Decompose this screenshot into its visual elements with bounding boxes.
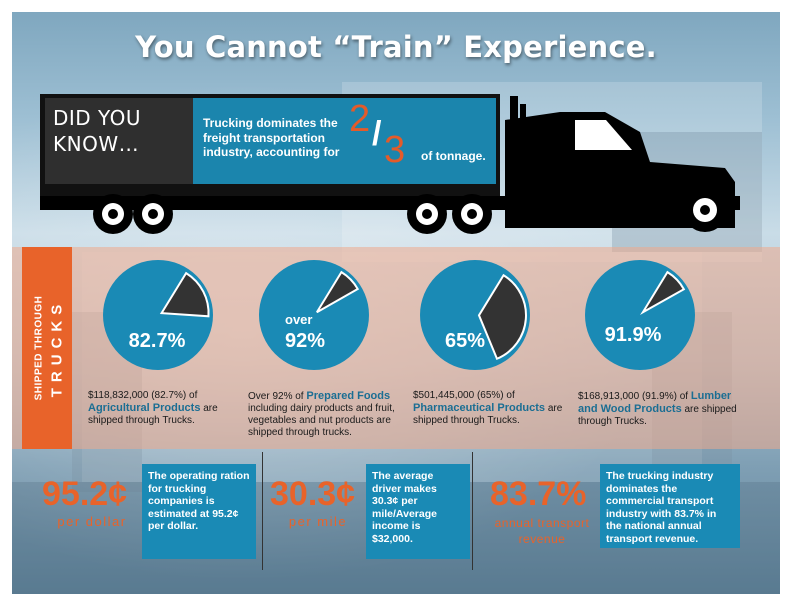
pie-1-caption-highlight: Agricultural Products	[88, 402, 201, 414]
pie-1-remainder-slice	[159, 271, 210, 318]
stat-3-box: The trucking industry dominates the comm…	[600, 464, 740, 548]
did-you-know-line2: KNOW…	[53, 132, 140, 156]
stats-divider-1	[262, 452, 263, 570]
pie-4-remainder-slice	[640, 270, 686, 315]
pie-3-caption: $501,445,000 (65%) of Pharmaceutical Pro…	[413, 390, 563, 427]
did-you-know-heading: DID YOU KNOW…	[53, 105, 163, 157]
pie-3-caption-pre: $501,445,000 (65%) of	[413, 390, 515, 401]
pie-3-caption-highlight: Pharmaceutical Products	[413, 402, 546, 414]
stat-2-box: The average driver makes 30.3¢ per mile/…	[366, 464, 470, 559]
pie-1-caption-post: are shipped through Trucks.	[88, 403, 218, 426]
pie-3	[420, 260, 530, 370]
trailer-dark-panel	[45, 98, 193, 184]
pie-3-caption-post: are shipped through Trucks.	[413, 403, 563, 426]
pie-4-caption-post: are shipped through Trucks.	[578, 404, 737, 427]
pie-1-percent: 82.7%	[128, 330, 186, 352]
fraction-slash: /	[372, 115, 382, 153]
stat-1-unit: per dollar	[57, 514, 127, 529]
pie-1	[103, 260, 213, 370]
trailer-fact-text: Trucking dominates the freight transport…	[203, 116, 340, 159]
pie-4-percent: 91.9%	[604, 324, 662, 346]
trailer-blue-panel	[193, 98, 496, 184]
truck-wheels	[93, 188, 727, 234]
fraction-denominator: 3	[384, 129, 406, 171]
pie-4-caption: $168,913,000 (91.9%) of Lumber and Wood …	[578, 390, 738, 428]
pie-4-caption-highlight: Lumber and Wood Products	[578, 390, 732, 415]
pie-2-caption-highlight: Prepared Foods	[306, 390, 391, 402]
stats-divider-2	[472, 452, 473, 570]
tonnage-suffix: of tonnage.	[421, 149, 486, 163]
pie-4-caption-pre: $168,913,000 (91.9%) of	[578, 391, 689, 402]
side-tab	[22, 247, 72, 449]
pie-2-percent: 92%	[284, 330, 326, 352]
pie-2-caption-pre: Over 92% of	[248, 391, 304, 402]
page-title: You Cannot “Train” Experience.	[135, 30, 657, 64]
fraction-numerator: 2	[349, 98, 371, 140]
stat-3-value: 83.7%	[490, 475, 587, 513]
pie-2-over-label: over	[285, 312, 313, 327]
pie-4	[585, 260, 695, 370]
pie-2	[259, 260, 369, 370]
pie-3-remainder-slice	[477, 273, 527, 361]
pie-1-caption-pre: $118,832,000 (82.7%) of	[88, 390, 198, 401]
pie-2-main-slice	[259, 260, 369, 370]
stat-3-unit: annual transport revenue	[494, 516, 590, 546]
pie-1-caption: $118,832,000 (82.7%) of Agricultural Pro…	[88, 390, 248, 427]
pie-2-remainder-slice	[316, 270, 360, 314]
pie-2-caption: Over 92% of Prepared Foods including dai…	[248, 390, 408, 439]
cab-window	[575, 120, 632, 150]
did-you-know-line1: DID YOU	[53, 106, 142, 130]
pie-2-caption-post: including dairy products and fruit, vege…	[248, 403, 395, 438]
pie-3-percent: 65%	[444, 330, 486, 352]
stat-2-value: 30.3¢	[270, 475, 356, 513]
pie-4-main-slice	[585, 260, 695, 370]
stat-1-box: The operating ration for trucking compan…	[142, 464, 256, 559]
stat-2-unit: per mile	[288, 514, 348, 529]
stat-1-value: 95.2¢	[42, 475, 128, 513]
